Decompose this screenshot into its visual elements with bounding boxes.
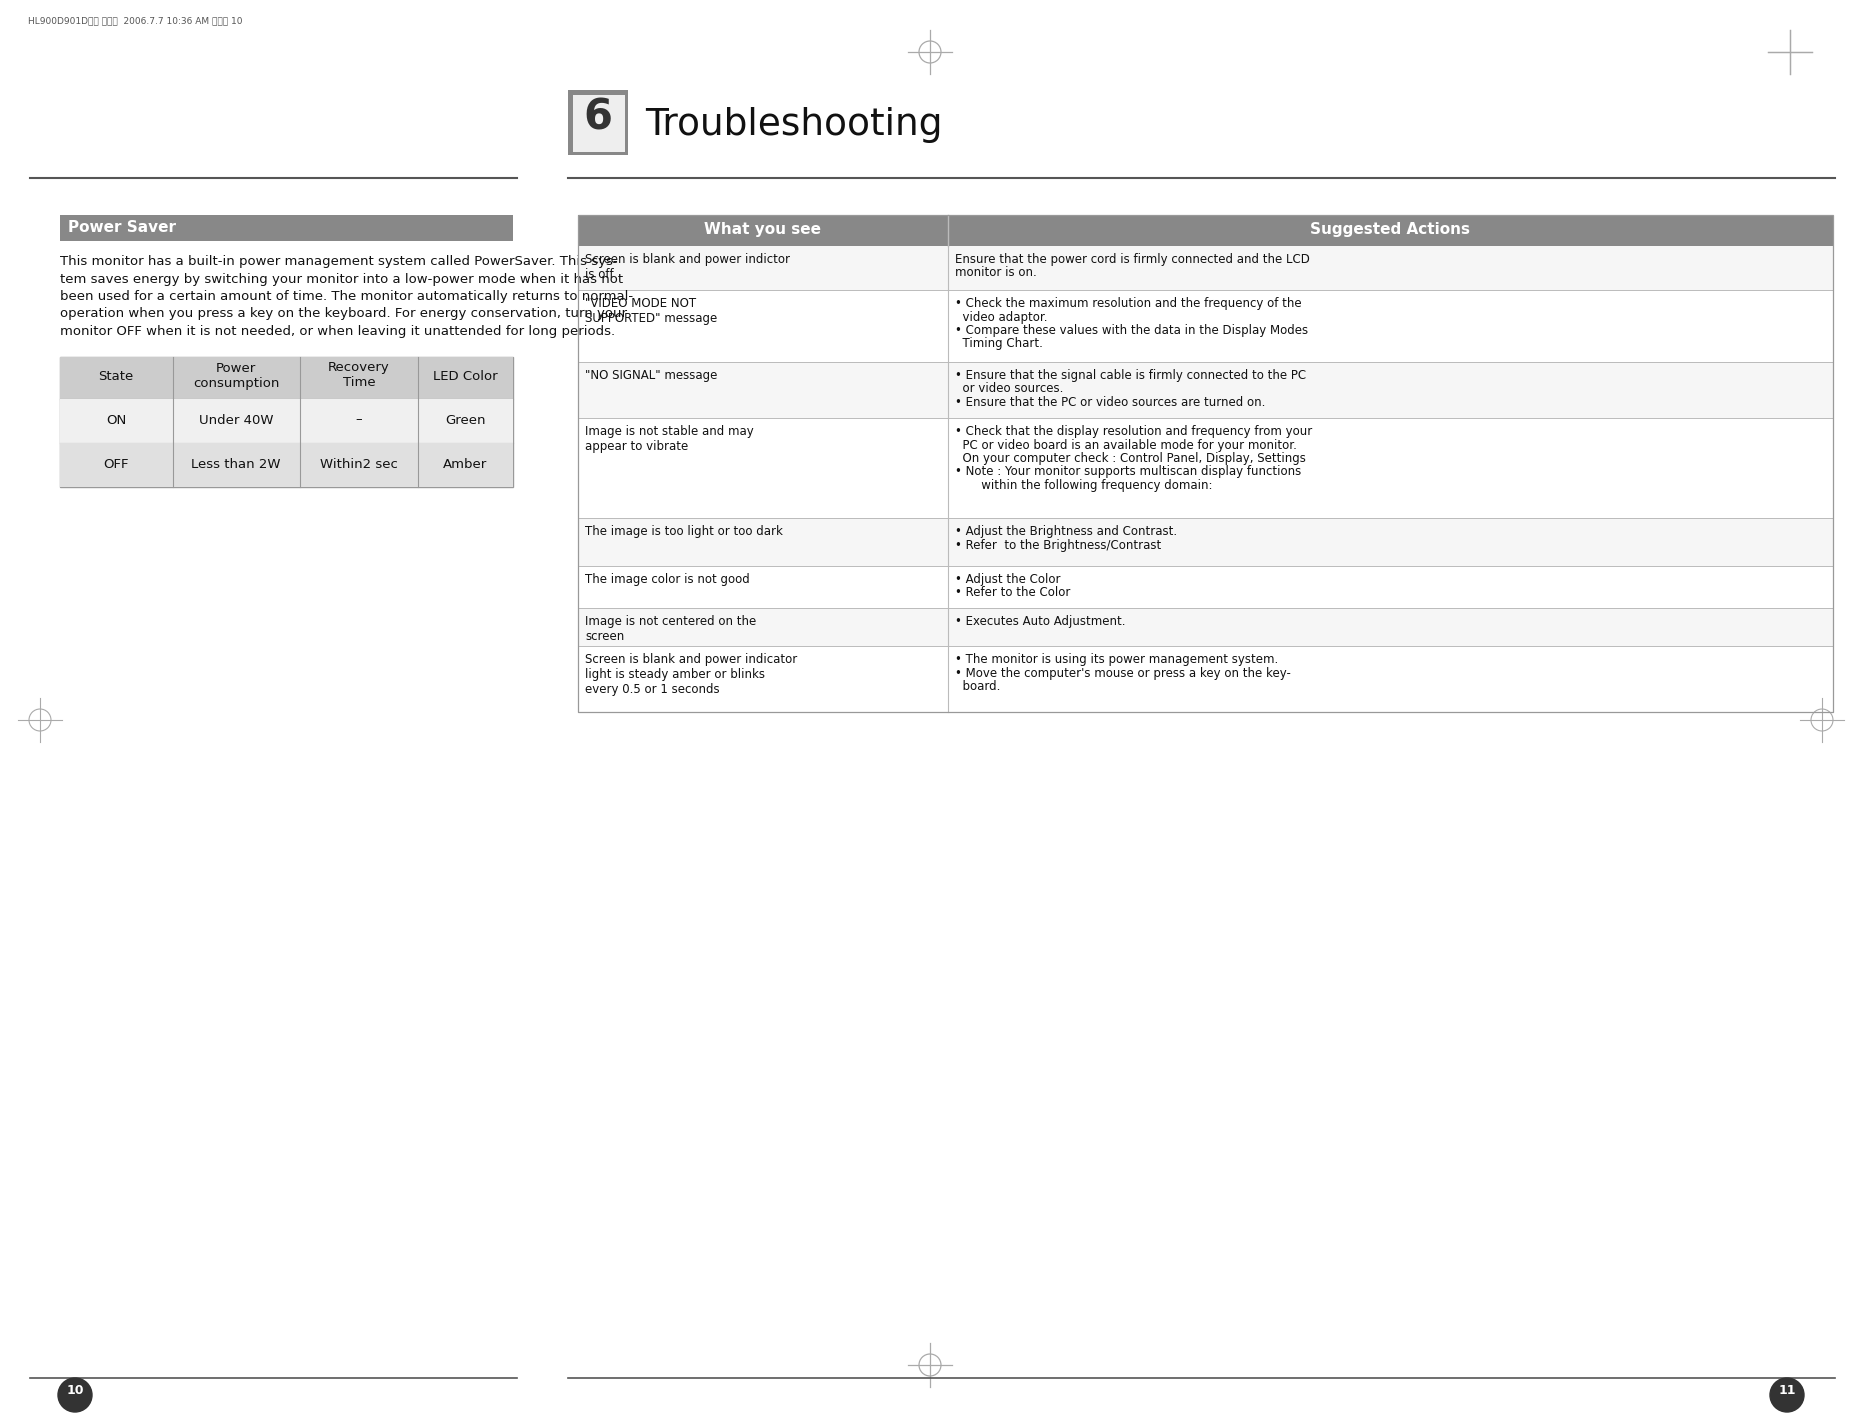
Bar (579, 567, 1833, 608)
Bar (60, 356, 514, 486)
Text: HL900D901D사용 사내지  2006.7.7 10:36 AM 페이지 10: HL900D901D사용 사내지 2006.7.7 10:36 AM 페이지 1… (28, 16, 242, 25)
Text: Troubleshooting: Troubleshooting (646, 107, 942, 143)
Text: monitor is on.: monitor is on. (955, 267, 1037, 280)
Text: OFF: OFF (102, 458, 128, 471)
Text: • Compare these values with the data in the Display Modes: • Compare these values with the data in … (955, 324, 1308, 336)
Text: 11: 11 (1779, 1383, 1796, 1397)
Text: SUPPORTED" message: SUPPORTED" message (584, 312, 716, 325)
Text: Amber: Amber (443, 458, 488, 471)
Text: Suggested Actions: Suggested Actions (1310, 222, 1470, 237)
Text: Screen is blank and power indicator: Screen is blank and power indicator (584, 653, 797, 666)
Text: Recovery: Recovery (328, 362, 389, 374)
Circle shape (58, 1378, 91, 1412)
Text: light is steady amber or blinks: light is steady amber or blinks (584, 668, 765, 681)
Bar (568, 90, 627, 155)
Text: tem saves energy by switching your monitor into a low-power mode when it has not: tem saves energy by switching your monit… (60, 273, 623, 285)
Text: ON: ON (106, 414, 127, 427)
Text: • Check that the display resolution and frequency from your: • Check that the display resolution and … (955, 425, 1312, 438)
Bar (60, 356, 514, 398)
Text: "NO SIGNAL" message: "NO SIGNAL" message (584, 369, 716, 382)
Bar (579, 215, 1833, 246)
Text: Within2 sec: Within2 sec (320, 458, 398, 471)
Text: "VIDEO MODE NOT: "VIDEO MODE NOT (584, 297, 696, 309)
Text: State: State (99, 370, 134, 383)
Text: Power Saver: Power Saver (69, 220, 177, 235)
Bar (60, 398, 514, 442)
Text: • Adjust the Brightness and Contrast.: • Adjust the Brightness and Contrast. (955, 526, 1178, 538)
Text: PC or video board is an available mode for your monitor.: PC or video board is an available mode f… (955, 438, 1297, 452)
Text: • Check the maximum resolution and the frequency of the: • Check the maximum resolution and the f… (955, 297, 1301, 309)
Text: within the following frequency domain:: within the following frequency domain: (955, 479, 1213, 492)
Text: 10: 10 (67, 1383, 84, 1397)
Bar (60, 215, 514, 242)
Text: monitor OFF when it is not needed, or when leaving it unattended for long period: monitor OFF when it is not needed, or wh… (60, 325, 616, 338)
Text: Image is not stable and may: Image is not stable and may (584, 425, 754, 438)
Text: Ensure that the power cord is firmly connected and the LCD: Ensure that the power cord is firmly con… (955, 253, 1310, 266)
Text: • Adjust the Color: • Adjust the Color (955, 574, 1061, 586)
Text: Green: Green (445, 414, 486, 427)
Text: board.: board. (955, 680, 1001, 692)
Text: • Note : Your monitor supports multiscan display functions: • Note : Your monitor supports multiscan… (955, 465, 1301, 479)
Text: • Refer  to the Brightness/Contrast: • Refer to the Brightness/Contrast (955, 538, 1161, 551)
Text: This monitor has a built-in power management system called PowerSaver. This sys-: This monitor has a built-in power manage… (60, 254, 618, 268)
Text: appear to vibrate: appear to vibrate (584, 439, 689, 454)
Text: 6: 6 (584, 97, 612, 138)
Text: operation when you press a key on the keyboard. For energy conservation, turn yo: operation when you press a key on the ke… (60, 308, 627, 321)
Text: The image color is not good: The image color is not good (584, 574, 750, 586)
Text: • Refer to the Color: • Refer to the Color (955, 586, 1070, 599)
Text: consumption: consumption (194, 376, 279, 390)
Text: What you see: What you see (705, 222, 821, 237)
Text: Timing Chart.: Timing Chart. (955, 338, 1042, 350)
Text: –: – (355, 414, 363, 427)
Text: • The monitor is using its power management system.: • The monitor is using its power managem… (955, 653, 1279, 666)
Text: screen: screen (584, 630, 623, 643)
Bar (579, 246, 1833, 290)
Bar (579, 290, 1833, 362)
Text: • Ensure that the PC or video sources are turned on.: • Ensure that the PC or video sources ar… (955, 396, 1265, 408)
Text: The image is too light or too dark: The image is too light or too dark (584, 526, 783, 538)
Text: Under 40W: Under 40W (199, 414, 274, 427)
Text: Screen is blank and power indictor: Screen is blank and power indictor (584, 253, 791, 266)
Text: or video sources.: or video sources. (955, 383, 1063, 396)
Text: Time: Time (342, 376, 376, 390)
Text: video adaptor.: video adaptor. (955, 311, 1048, 324)
Bar (579, 646, 1833, 712)
Bar (579, 215, 1833, 712)
Text: • Move the computer's mouse or press a key on the key-: • Move the computer's mouse or press a k… (955, 667, 1292, 680)
Circle shape (1770, 1378, 1803, 1412)
Text: is off: is off (584, 268, 614, 281)
Text: On your computer check : Control Panel, Display, Settings: On your computer check : Control Panel, … (955, 452, 1306, 465)
Bar (579, 519, 1833, 567)
Text: every 0.5 or 1 seconds: every 0.5 or 1 seconds (584, 682, 720, 697)
Bar (579, 362, 1833, 418)
Bar (579, 608, 1833, 646)
Text: Less than 2W: Less than 2W (192, 458, 281, 471)
Text: Image is not centered on the: Image is not centered on the (584, 615, 756, 627)
Bar (60, 442, 514, 486)
Text: been used for a certain amount of time. The monitor automatically returns to nor: been used for a certain amount of time. … (60, 290, 633, 302)
Text: LED Color: LED Color (434, 370, 497, 383)
Bar (579, 418, 1833, 519)
Text: Power: Power (216, 362, 257, 374)
Text: • Executes Auto Adjustment.: • Executes Auto Adjustment. (955, 615, 1126, 627)
Text: • Ensure that the signal cable is firmly connected to the PC: • Ensure that the signal cable is firmly… (955, 369, 1306, 382)
Bar (573, 95, 625, 153)
